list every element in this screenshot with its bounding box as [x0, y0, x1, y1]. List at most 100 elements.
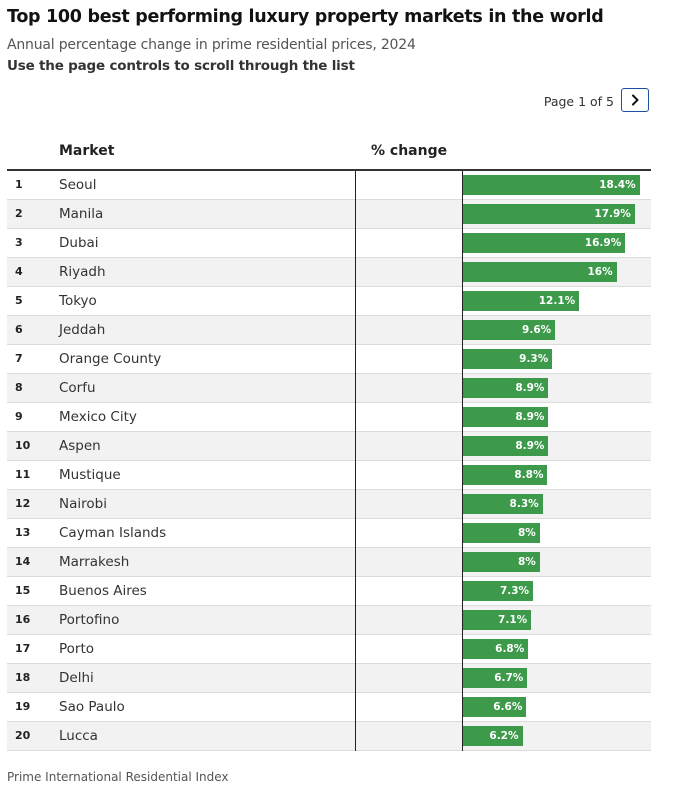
table-row: 9 Mexico City 8.9% — [7, 403, 651, 432]
change-bar: 6.2% — [463, 726, 523, 746]
market-name: Buenos Aires — [59, 583, 147, 599]
market-name: Delhi — [59, 670, 94, 686]
bar-value-label: 12.1% — [538, 295, 576, 307]
bar-value-label: 6.2% — [489, 730, 519, 742]
rank-number: 2 — [15, 207, 23, 220]
bar-value-label: 16.9% — [584, 237, 622, 249]
ranking-table: 1 Seoul 18.4% 2 Manila 17.9% 3 Dubai 16.9% 4 Riyad… — [7, 171, 651, 751]
rank-number: 8 — [15, 381, 23, 394]
change-bar: 6.7% — [463, 668, 528, 688]
rank-number: 15 — [15, 584, 31, 597]
bar-value-label: 18.4% — [599, 179, 636, 191]
change-bar: 7.3% — [463, 581, 534, 601]
change-bar: 12.1% — [463, 291, 580, 311]
rank-number: 18 — [15, 671, 31, 684]
source-note: Prime International Residential Index — [7, 770, 229, 784]
change-bar: 16.9% — [463, 233, 626, 253]
bar-baseline — [462, 171, 463, 751]
bar-value-label: 17.9% — [594, 208, 631, 220]
bar-value-label: 6.7% — [494, 672, 524, 684]
change-bar: 8.9% — [463, 436, 549, 456]
market-name: Mustique — [59, 467, 121, 483]
bar-value-label: 9.3% — [519, 353, 549, 365]
bar-value-label: 16% — [587, 266, 613, 278]
bar-value-label: 8.8% — [514, 469, 544, 481]
change-bar: 8.8% — [463, 465, 548, 485]
scroll-instruction: Use the page controls to scroll through … — [7, 58, 355, 74]
market-name: Nairobi — [59, 496, 107, 512]
table-row: 6 Jeddah 9.6% — [7, 316, 651, 345]
rank-number: 10 — [15, 439, 31, 452]
table-row: 2 Manila 17.9% — [7, 200, 651, 229]
rank-number: 12 — [15, 497, 31, 510]
rank-number: 20 — [15, 729, 31, 742]
table-row: 12 Nairobi 8.3% — [7, 490, 651, 519]
change-bar: 8.9% — [463, 407, 549, 427]
table-row: 1 Seoul 18.4% — [7, 171, 651, 200]
change-bar: 8.3% — [463, 494, 543, 514]
chart-subtitle: Annual percentage change in prime reside… — [7, 37, 416, 53]
change-bar: 6.6% — [463, 697, 527, 717]
table-row: 16 Portofino 7.1% — [7, 606, 651, 635]
table-row: 5 Tokyo 12.1% — [7, 287, 651, 316]
bar-value-label: 9.6% — [522, 324, 552, 336]
rank-number: 7 — [15, 352, 23, 365]
rank-number: 11 — [15, 468, 31, 481]
rank-number: 4 — [15, 265, 23, 278]
market-name: Orange County — [59, 351, 162, 367]
rank-number: 9 — [15, 410, 23, 423]
table-row: 3 Dubai 16.9% — [7, 229, 651, 258]
change-bar: 9.6% — [463, 320, 556, 340]
table-row: 19 Sao Paulo 6.6% — [7, 693, 651, 722]
next-page-button[interactable] — [621, 88, 649, 112]
market-name: Porto — [59, 641, 95, 657]
chart-title: Top 100 best performing luxury property … — [7, 7, 604, 27]
chevron-right-icon — [630, 94, 640, 106]
rank-number: 6 — [15, 323, 23, 336]
table-row: 8 Corfu 8.9% — [7, 374, 651, 403]
bar-value-label: 8.9% — [515, 411, 545, 423]
column-header-change: % change — [371, 143, 448, 159]
page-indicator: Page 1 of 5 — [543, 94, 614, 109]
market-name: Cayman Islands — [59, 525, 167, 541]
table-row: 10 Aspen 8.9% — [7, 432, 651, 461]
table-row: 11 Mustique 8.8% — [7, 461, 651, 490]
header-divider — [7, 169, 651, 171]
market-name: Riyadh — [59, 264, 106, 280]
change-bar: 18.4% — [463, 175, 640, 195]
change-bar: 8% — [463, 552, 540, 572]
market-name: Aspen — [59, 438, 101, 454]
bar-value-label: 8.9% — [515, 440, 545, 452]
rank-number: 1 — [15, 178, 23, 191]
change-bar: 7.1% — [463, 610, 532, 630]
market-name: Manila — [59, 206, 104, 222]
table-row: 18 Delhi 6.7% — [7, 664, 651, 693]
table-row: 14 Marrakesh 8% — [7, 548, 651, 577]
market-name: Seoul — [59, 177, 97, 193]
rank-number: 13 — [15, 526, 31, 539]
bar-value-label: 6.6% — [493, 701, 523, 713]
table-row: 4 Riyadh 16% — [7, 258, 651, 287]
change-bar: 8% — [463, 523, 540, 543]
bar-value-label: 7.1% — [498, 614, 528, 626]
bar-value-label: 8% — [517, 556, 536, 568]
market-name: Lucca — [59, 728, 98, 744]
change-bar: 16% — [463, 262, 617, 282]
rank-number: 5 — [15, 294, 23, 307]
market-name: Dubai — [59, 235, 99, 251]
change-bar: 6.8% — [463, 639, 529, 659]
rank-number: 14 — [15, 555, 31, 568]
bar-value-label: 8.9% — [515, 382, 545, 394]
change-bar: 8.9% — [463, 378, 549, 398]
column-header-market: Market — [59, 143, 115, 159]
market-name: Marrakesh — [59, 554, 130, 570]
rank-number: 19 — [15, 700, 31, 713]
rank-number: 3 — [15, 236, 23, 249]
market-name: Portofino — [59, 612, 120, 628]
change-bar: 17.9% — [463, 204, 635, 224]
table-row: 13 Cayman Islands 8% — [7, 519, 651, 548]
change-bar: 9.3% — [463, 349, 553, 369]
market-name: Tokyo — [59, 293, 97, 309]
bar-value-label: 8% — [517, 527, 536, 539]
rank-number: 16 — [15, 613, 31, 626]
